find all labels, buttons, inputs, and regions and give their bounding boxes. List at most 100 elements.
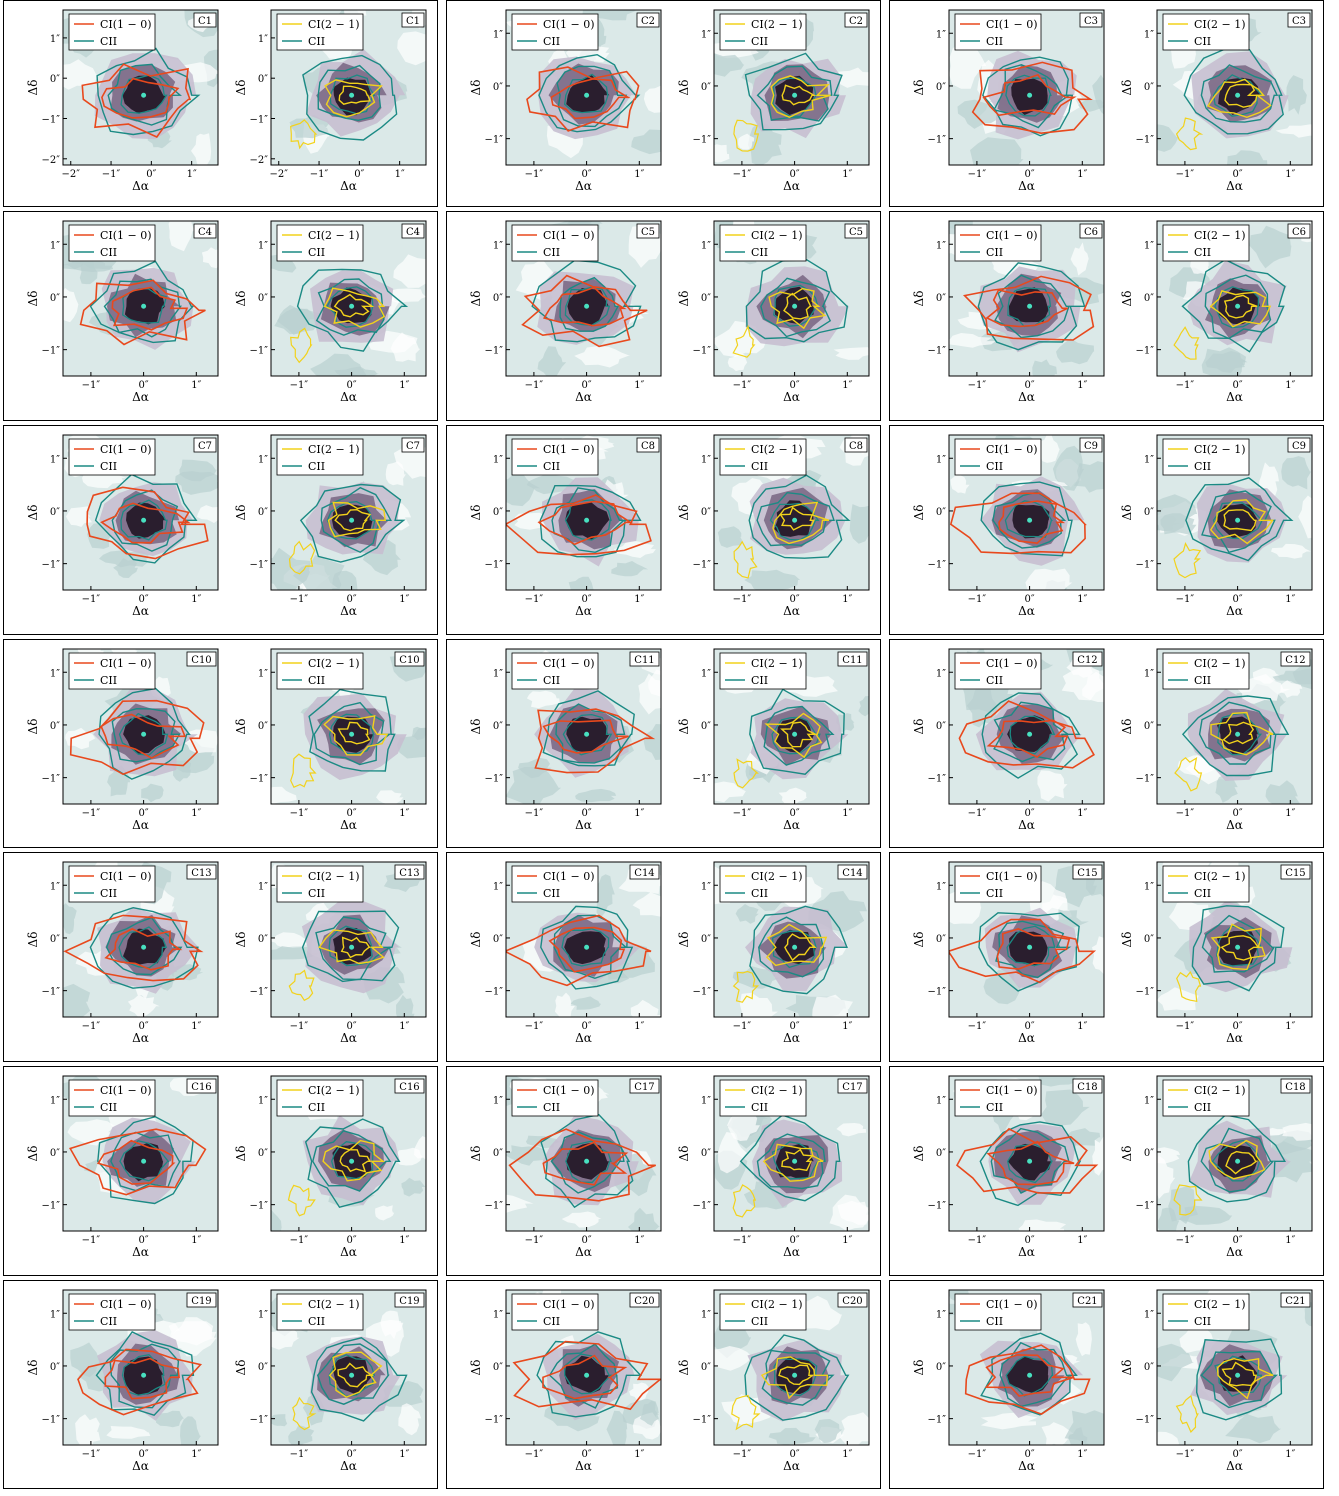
- y-axis-label: Δδ: [677, 1146, 691, 1162]
- axes-frame: [62, 220, 219, 377]
- y-axis-label: Δδ: [26, 932, 40, 948]
- panel-image: [1157, 1290, 1312, 1445]
- y-tick-label: −1″: [1136, 987, 1155, 998]
- source-marker: [1027, 731, 1033, 737]
- object-tag-box: [186, 651, 217, 667]
- source-marker: [349, 944, 355, 950]
- y-tick-label: −1″: [693, 560, 712, 571]
- y-tick-label: 0″: [50, 721, 60, 732]
- y-axis-label: Δδ: [1120, 1360, 1134, 1376]
- x-tick-label: 0″: [347, 1021, 357, 1032]
- x-axis-label: Δα: [340, 818, 357, 832]
- object-tag-box: [1280, 651, 1311, 667]
- legend: CI(1 − 0) CII: [954, 1079, 1042, 1117]
- y-axis-label: Δδ: [469, 719, 483, 735]
- x-tick-label: 1″: [399, 1021, 409, 1032]
- axes-frame: [948, 9, 1105, 166]
- object-box-c20: [446, 1280, 881, 1489]
- x-tick-label: 0″: [354, 169, 364, 180]
- object-tag: C7: [198, 441, 212, 452]
- object-box-c7: [3, 425, 438, 635]
- x-tick-label: 0″: [790, 1235, 800, 1246]
- object-tag: C8: [849, 441, 863, 452]
- legend-line-label: CI(2 − 1): [751, 870, 803, 883]
- x-tick-label: 1″: [634, 1449, 644, 1460]
- x-tick-label: −1″: [82, 808, 101, 819]
- y-tick-label: 1″: [1144, 668, 1154, 679]
- legend-cii-label: CII: [751, 246, 768, 259]
- legend: CI(2 − 1) CII: [719, 438, 807, 476]
- axes-frame: [505, 1289, 662, 1446]
- panel-ci21-c3: CI(2 − 1) CII C3 −1″ 0″ 1″ 1″ 0″ −1″ Δα Δδ: [1120, 9, 1313, 193]
- y-tick-label: 0″: [701, 1362, 711, 1373]
- object-tag-box: [837, 1292, 868, 1308]
- y-axis-label: Δδ: [234, 719, 248, 735]
- y-tick-label: −1″: [42, 774, 61, 785]
- object-tag-box: [1079, 223, 1103, 239]
- y-tick-label: 1″: [701, 1309, 711, 1320]
- y-tick-label: −1″: [1136, 1201, 1155, 1212]
- y-tick-label: 1″: [1144, 881, 1154, 892]
- y-axis-label: Δδ: [1120, 932, 1134, 948]
- object-tag-box: [394, 651, 425, 667]
- object-tag: C2: [641, 16, 655, 27]
- x-tick-label: 1″: [1285, 594, 1295, 605]
- legend-cii-label: CII: [308, 1315, 325, 1328]
- y-tick-label: −1″: [693, 346, 712, 357]
- y-tick-label: 1″: [936, 29, 946, 40]
- legend-line-label: CI(1 − 0): [100, 657, 152, 670]
- legend-cii-label: CII: [1194, 246, 1211, 259]
- object-tag-box: [186, 864, 217, 880]
- source-marker: [141, 1158, 147, 1164]
- y-tick-label: −1″: [928, 1201, 947, 1212]
- panel-ci10-c5: CI(1 − 0) CII C5 −1″ 0″ 1″ 1″ 0″ −1″ Δα Δδ: [469, 220, 662, 404]
- x-tick-label: −1″: [1176, 1449, 1195, 1460]
- object-tag: C12: [1285, 655, 1305, 666]
- panel-ci10-c6: CI(1 − 0) CII C6 −1″ 0″ 1″ 1″ 0″ −1″ Δα Δδ: [912, 220, 1105, 404]
- y-axis-label: Δδ: [234, 291, 248, 307]
- y-axis-label: Δδ: [234, 1146, 248, 1162]
- y-tick-label: 1″: [936, 240, 946, 251]
- legend-line-label: CI(2 − 1): [308, 18, 360, 31]
- axes-frame: [713, 220, 870, 377]
- y-tick-label: 0″: [701, 934, 711, 945]
- x-axis-label: Δα: [1018, 1245, 1035, 1259]
- object-tag: C17: [634, 1082, 654, 1093]
- object-box-c21: [889, 1280, 1324, 1489]
- x-tick-label: 1″: [634, 1235, 644, 1246]
- object-tag: C1: [406, 16, 420, 27]
- object-tag-box: [1079, 437, 1103, 453]
- panel-ci21-c6: CI(2 − 1) CII C6 −1″ 0″ 1″ 1″ 0″ −1″ Δα Δδ: [1120, 220, 1313, 404]
- legend-line-label: CI(1 − 0): [543, 229, 595, 242]
- legend-line-label: CI(1 − 0): [100, 18, 152, 31]
- object-tag: C5: [641, 227, 655, 238]
- object-tag: C15: [1077, 868, 1097, 879]
- object-tag: C12: [1077, 655, 1097, 666]
- object-tag: C20: [842, 1296, 862, 1307]
- legend: CI(2 − 1) CII: [276, 652, 364, 690]
- y-axis-label: Δδ: [1120, 291, 1134, 307]
- legend-line-label: CI(2 − 1): [308, 870, 360, 883]
- object-tag-box: [844, 12, 868, 28]
- y-tick-label: 0″: [50, 1362, 60, 1373]
- x-tick-label: −1″: [290, 1021, 309, 1032]
- legend-line-label: CI(2 − 1): [751, 657, 803, 670]
- y-tick-label: 0″: [258, 74, 268, 85]
- x-tick-label: 0″: [139, 380, 149, 391]
- x-axis-label: Δα: [132, 1459, 149, 1473]
- legend: CI(1 − 0) CII: [511, 1079, 599, 1117]
- axes-frame: [62, 9, 219, 166]
- object-tag-box: [193, 12, 217, 28]
- panel-ci21-c8: CI(2 − 1) CII C8 −1″ 0″ 1″ 1″ 0″ −1″ Δα Δδ: [677, 434, 870, 618]
- x-tick-label: 1″: [1077, 169, 1087, 180]
- panel-ci21-c11: CI(2 − 1) CII C11 −1″ 0″ 1″ 1″ 0″ −1″ Δα Δδ: [677, 648, 870, 832]
- axes-frame: [270, 861, 427, 1018]
- legend-cii-label: CII: [986, 674, 1003, 687]
- legend-line-label: CI(2 − 1): [751, 1084, 803, 1097]
- y-tick-label: 1″: [50, 34, 60, 45]
- legend-line-label: CI(1 − 0): [986, 657, 1038, 670]
- y-tick-label: 0″: [1144, 82, 1154, 93]
- axes-frame: [1156, 220, 1313, 377]
- source-marker: [1235, 944, 1241, 950]
- legend-line-label: CI(1 − 0): [543, 18, 595, 31]
